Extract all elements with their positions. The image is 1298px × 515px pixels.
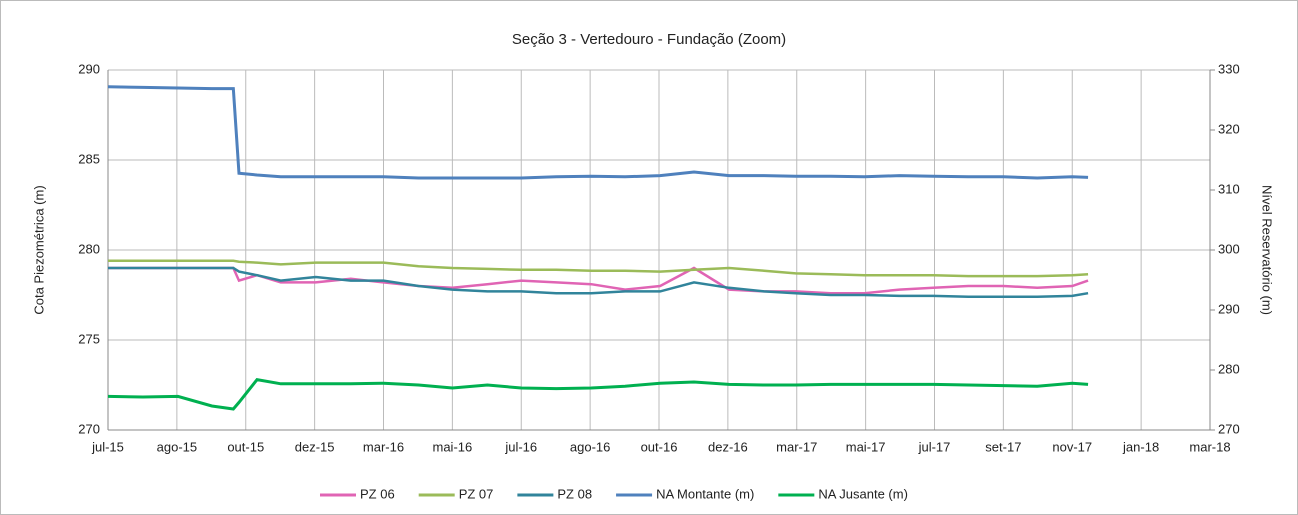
- y-tick-label: 285: [78, 151, 100, 166]
- x-tick-label: set-17: [985, 439, 1021, 454]
- y2-tick-label: 310: [1218, 181, 1240, 196]
- y-axis-label: Cota Piezométrica (m): [31, 185, 46, 314]
- y-tick-label: 270: [78, 421, 100, 436]
- x-tick-label: jul-16: [504, 439, 537, 454]
- series-line: [108, 259, 1089, 278]
- x-tick-label: mai-16: [433, 439, 473, 454]
- x-tick-label: mar-16: [363, 439, 404, 454]
- y2-tick-label: 290: [1218, 301, 1240, 316]
- series-line: [108, 266, 1089, 295]
- y2-tick-label: 320: [1218, 121, 1240, 136]
- series-line: [107, 377, 1089, 411]
- y-tick-label: 290: [78, 61, 100, 76]
- x-tick-label: mar-17: [776, 439, 817, 454]
- series-line: [108, 266, 1089, 299]
- x-tick-label: out-15: [227, 439, 264, 454]
- x-tick-label: ago-16: [570, 439, 610, 454]
- x-tick-label: ago-15: [157, 439, 197, 454]
- x-tick-label: jul-17: [918, 439, 951, 454]
- x-tick-label: jan-18: [1122, 439, 1159, 454]
- y2-tick-label: 330: [1218, 61, 1240, 76]
- y2-axis-label: Nível Reservatório (m): [1260, 185, 1275, 315]
- y-tick-label: 275: [78, 331, 100, 346]
- series-line: [107, 85, 1089, 180]
- x-tick-label: nov-17: [1052, 439, 1092, 454]
- y2-tick-label: 300: [1218, 241, 1240, 256]
- legend-label: NA Jusante (m): [818, 486, 908, 501]
- y2-tick-label: 280: [1218, 361, 1240, 376]
- x-tick-label: mar-18: [1189, 439, 1230, 454]
- legend-label: PZ 07: [459, 486, 494, 501]
- x-tick-label: dez-15: [295, 439, 335, 454]
- x-tick-label: out-16: [641, 439, 678, 454]
- x-tick-label: mai-17: [846, 439, 886, 454]
- y-tick-label: 280: [78, 241, 100, 256]
- x-tick-label: dez-16: [708, 439, 748, 454]
- legend-label: NA Montante (m): [656, 486, 754, 501]
- legend-label: PZ 06: [360, 486, 395, 501]
- y2-tick-label: 270: [1218, 421, 1240, 436]
- x-tick-label: jul-15: [91, 439, 124, 454]
- chart-title: Seção 3 - Vertedouro - Fundação (Zoom): [512, 31, 786, 48]
- legend-label: PZ 08: [557, 486, 592, 501]
